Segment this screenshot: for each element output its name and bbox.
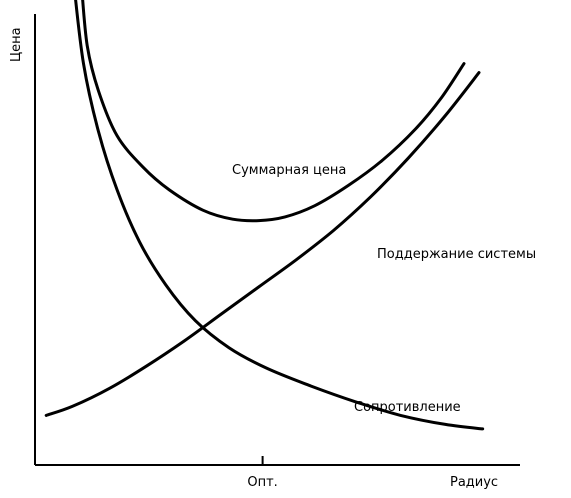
y-axis-label: Цена	[9, 27, 24, 62]
series-total-cost	[81, 0, 466, 223]
x-axis-label: Радиус	[450, 475, 498, 490]
curves	[44, 0, 485, 431]
label-system-maintenance: Поддержание системы	[377, 247, 536, 262]
x-tick-label-opt: Опт.	[247, 475, 277, 490]
series-resistance	[74, 0, 485, 431]
label-total-cost: Суммарная цена	[232, 163, 346, 178]
label-resistance: Сопротивление	[354, 400, 461, 415]
axes	[34, 14, 520, 466]
series-system-maintenance	[44, 71, 481, 417]
